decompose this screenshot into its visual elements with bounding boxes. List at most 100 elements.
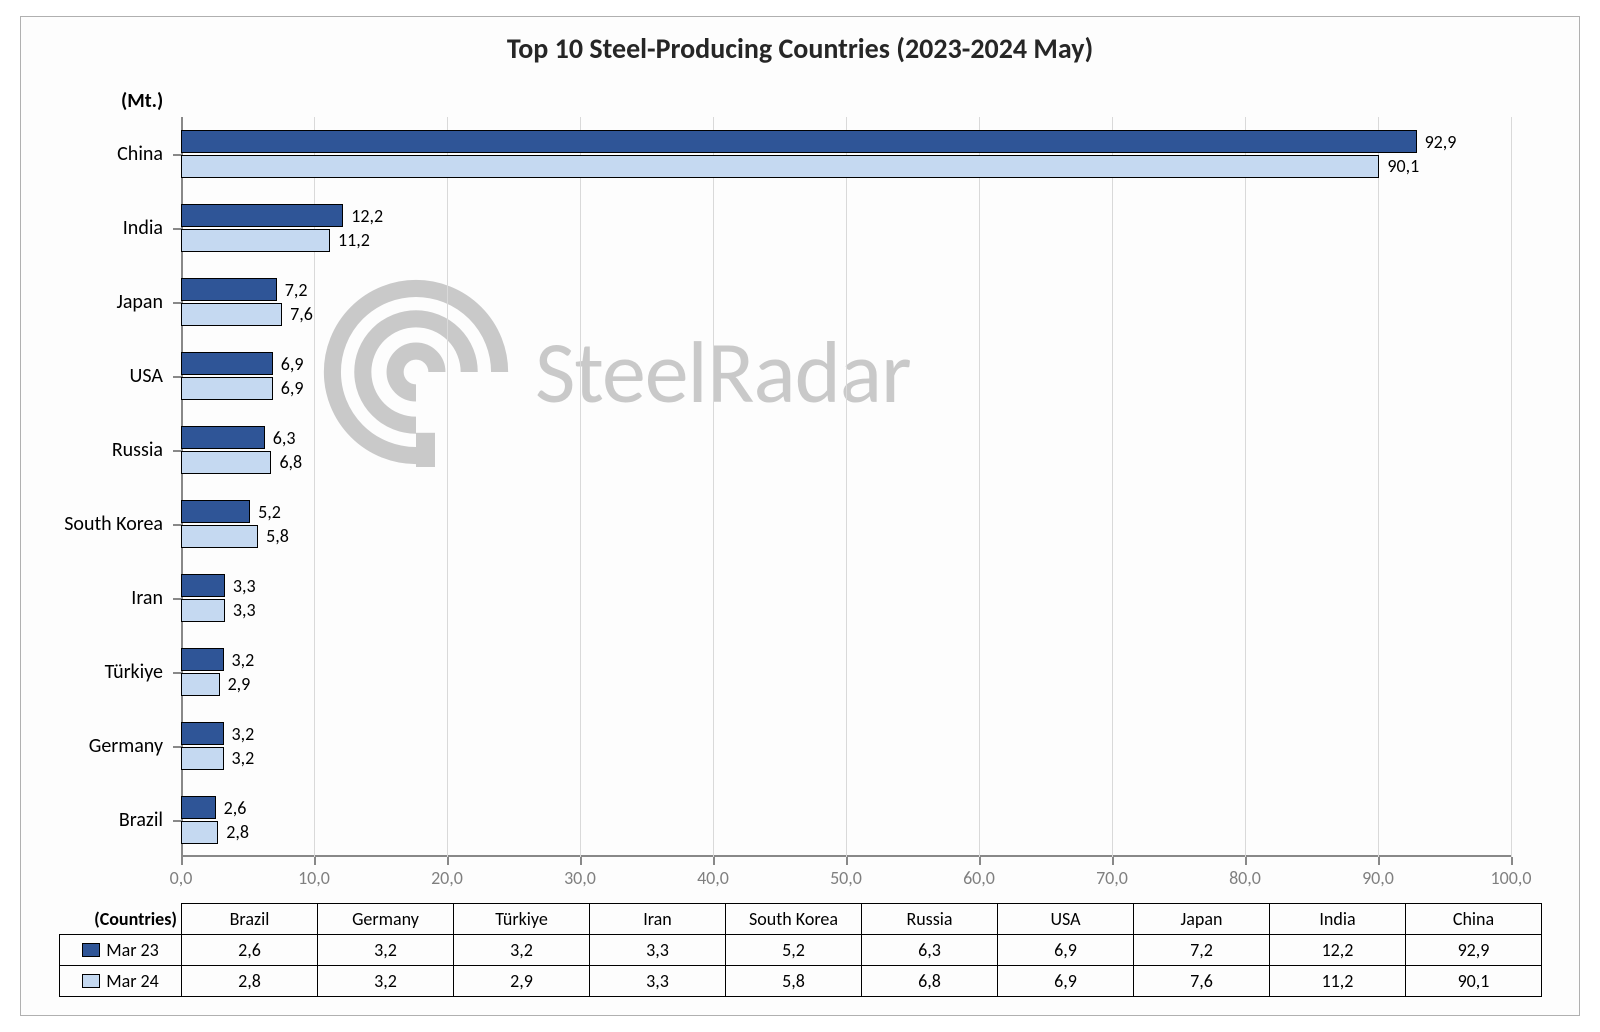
bar bbox=[181, 500, 250, 523]
legend-swatch bbox=[82, 943, 100, 957]
bar-value-label: 12,2 bbox=[351, 205, 383, 227]
x-tick bbox=[979, 857, 981, 865]
y-tick bbox=[173, 524, 181, 526]
legend-swatch bbox=[82, 974, 100, 988]
table-cell: 7,2 bbox=[1134, 935, 1270, 966]
table-row: Mar 232,63,23,23,35,26,36,97,212,292,9 bbox=[60, 935, 1542, 966]
table-cell: 11,2 bbox=[1270, 966, 1406, 997]
x-tick-label: 10,0 bbox=[298, 867, 330, 889]
bar-value-label: 11,2 bbox=[338, 229, 370, 251]
table-header-cell: Germany bbox=[318, 904, 454, 935]
x-tick-label: 30,0 bbox=[564, 867, 596, 889]
x-tick-label: 40,0 bbox=[697, 867, 729, 889]
table-header-cell: Japan bbox=[1134, 904, 1270, 935]
bar bbox=[181, 426, 265, 449]
category-label: Iran bbox=[131, 586, 163, 610]
bar bbox=[181, 204, 343, 227]
data-table: (Countries)BrazilGermanyTürkiyeIranSouth… bbox=[59, 903, 1542, 997]
table-cell: 3,2 bbox=[454, 935, 590, 966]
table-cell: 12,2 bbox=[1270, 935, 1406, 966]
bar-value-label: 3,3 bbox=[233, 599, 256, 621]
x-tick bbox=[713, 857, 715, 865]
table-cell: 6,8 bbox=[862, 966, 998, 997]
bar-value-label: 7,6 bbox=[290, 303, 313, 325]
bar bbox=[181, 574, 225, 597]
bar bbox=[181, 673, 220, 696]
table-cell: 2,6 bbox=[182, 935, 318, 966]
grid-line bbox=[979, 117, 980, 857]
bar-value-label: 2,6 bbox=[224, 797, 247, 819]
category-label: USA bbox=[130, 364, 163, 388]
watermark: SteelRadar bbox=[321, 277, 911, 467]
x-tick-label: 80,0 bbox=[1229, 867, 1261, 889]
series-label-cell: Mar 24 bbox=[60, 966, 182, 997]
table-cell: 3,3 bbox=[590, 966, 726, 997]
bar bbox=[181, 130, 1417, 153]
category-label: South Korea bbox=[64, 512, 163, 536]
x-tick-label: 90,0 bbox=[1362, 867, 1394, 889]
table-cell: 2,8 bbox=[182, 966, 318, 997]
y-tick bbox=[173, 154, 181, 156]
bar bbox=[181, 821, 218, 844]
table-header-cell: Türkiye bbox=[454, 904, 590, 935]
bar-value-label: 6,3 bbox=[273, 427, 296, 449]
bar bbox=[181, 352, 273, 375]
chart-title: Top 10 Steel-Producing Countries (2023-2… bbox=[21, 31, 1579, 66]
bar-value-label: 7,2 bbox=[285, 279, 308, 301]
table-cell: 5,2 bbox=[726, 935, 862, 966]
grid-line bbox=[1511, 117, 1512, 857]
table-cell: 6,9 bbox=[998, 966, 1134, 997]
table-cell: 3,2 bbox=[318, 966, 454, 997]
bar bbox=[181, 451, 271, 474]
bar bbox=[181, 303, 282, 326]
x-tick bbox=[181, 857, 183, 865]
bar bbox=[181, 722, 224, 745]
y-tick bbox=[173, 598, 181, 600]
chart-frame: Top 10 Steel-Producing Countries (2023-2… bbox=[20, 16, 1580, 1016]
x-tick-label: 60,0 bbox=[963, 867, 995, 889]
x-tick bbox=[1511, 857, 1513, 865]
x-tick-label: 20,0 bbox=[431, 867, 463, 889]
table-header-row: (Countries)BrazilGermanyTürkiyeIranSouth… bbox=[60, 904, 1542, 935]
x-tick bbox=[1112, 857, 1114, 865]
x-tick bbox=[1245, 857, 1247, 865]
table-cell: 92,9 bbox=[1406, 935, 1542, 966]
table-header-cell: Iran bbox=[590, 904, 726, 935]
grid-line bbox=[1245, 117, 1246, 857]
bar-value-label: 2,9 bbox=[228, 673, 251, 695]
x-tick-label: 50,0 bbox=[830, 867, 862, 889]
bar-value-label: 92,9 bbox=[1425, 131, 1457, 153]
bar-value-label: 3,2 bbox=[232, 723, 255, 745]
table-header-cell: Brazil bbox=[182, 904, 318, 935]
grid-line bbox=[713, 117, 714, 857]
bar-value-label: 5,8 bbox=[266, 525, 289, 547]
table-header-cell: China bbox=[1406, 904, 1542, 935]
bar-value-label: 6,9 bbox=[281, 353, 304, 375]
x-tick bbox=[580, 857, 582, 865]
y-tick bbox=[173, 228, 181, 230]
plot-area: SteelRadar 0,010,020,030,040,050,060,070… bbox=[181, 117, 1511, 857]
x-tick-label: 0,0 bbox=[170, 867, 193, 889]
table-cell: 6,9 bbox=[998, 935, 1134, 966]
x-tick-label: 70,0 bbox=[1096, 867, 1128, 889]
table-cell: 3,2 bbox=[318, 935, 454, 966]
bar-value-label: 6,9 bbox=[281, 377, 304, 399]
y-tick bbox=[173, 820, 181, 822]
bar-value-label: 3,2 bbox=[232, 649, 255, 671]
grid-line bbox=[447, 117, 448, 857]
category-label: Japan bbox=[116, 290, 163, 314]
bar-value-label: 5,2 bbox=[258, 501, 281, 523]
y-tick bbox=[173, 450, 181, 452]
category-label: Russia bbox=[112, 438, 163, 462]
table-header-cell: India bbox=[1270, 904, 1406, 935]
x-tick bbox=[1378, 857, 1380, 865]
category-label: Brazil bbox=[119, 808, 163, 832]
table-header-cell: USA bbox=[998, 904, 1134, 935]
category-label: China bbox=[117, 142, 163, 166]
grid-line bbox=[580, 117, 581, 857]
grid-line bbox=[846, 117, 847, 857]
bar bbox=[181, 525, 258, 548]
x-tick bbox=[314, 857, 316, 865]
category-label: India bbox=[123, 216, 163, 240]
countries-label: (Countries) bbox=[60, 904, 182, 935]
